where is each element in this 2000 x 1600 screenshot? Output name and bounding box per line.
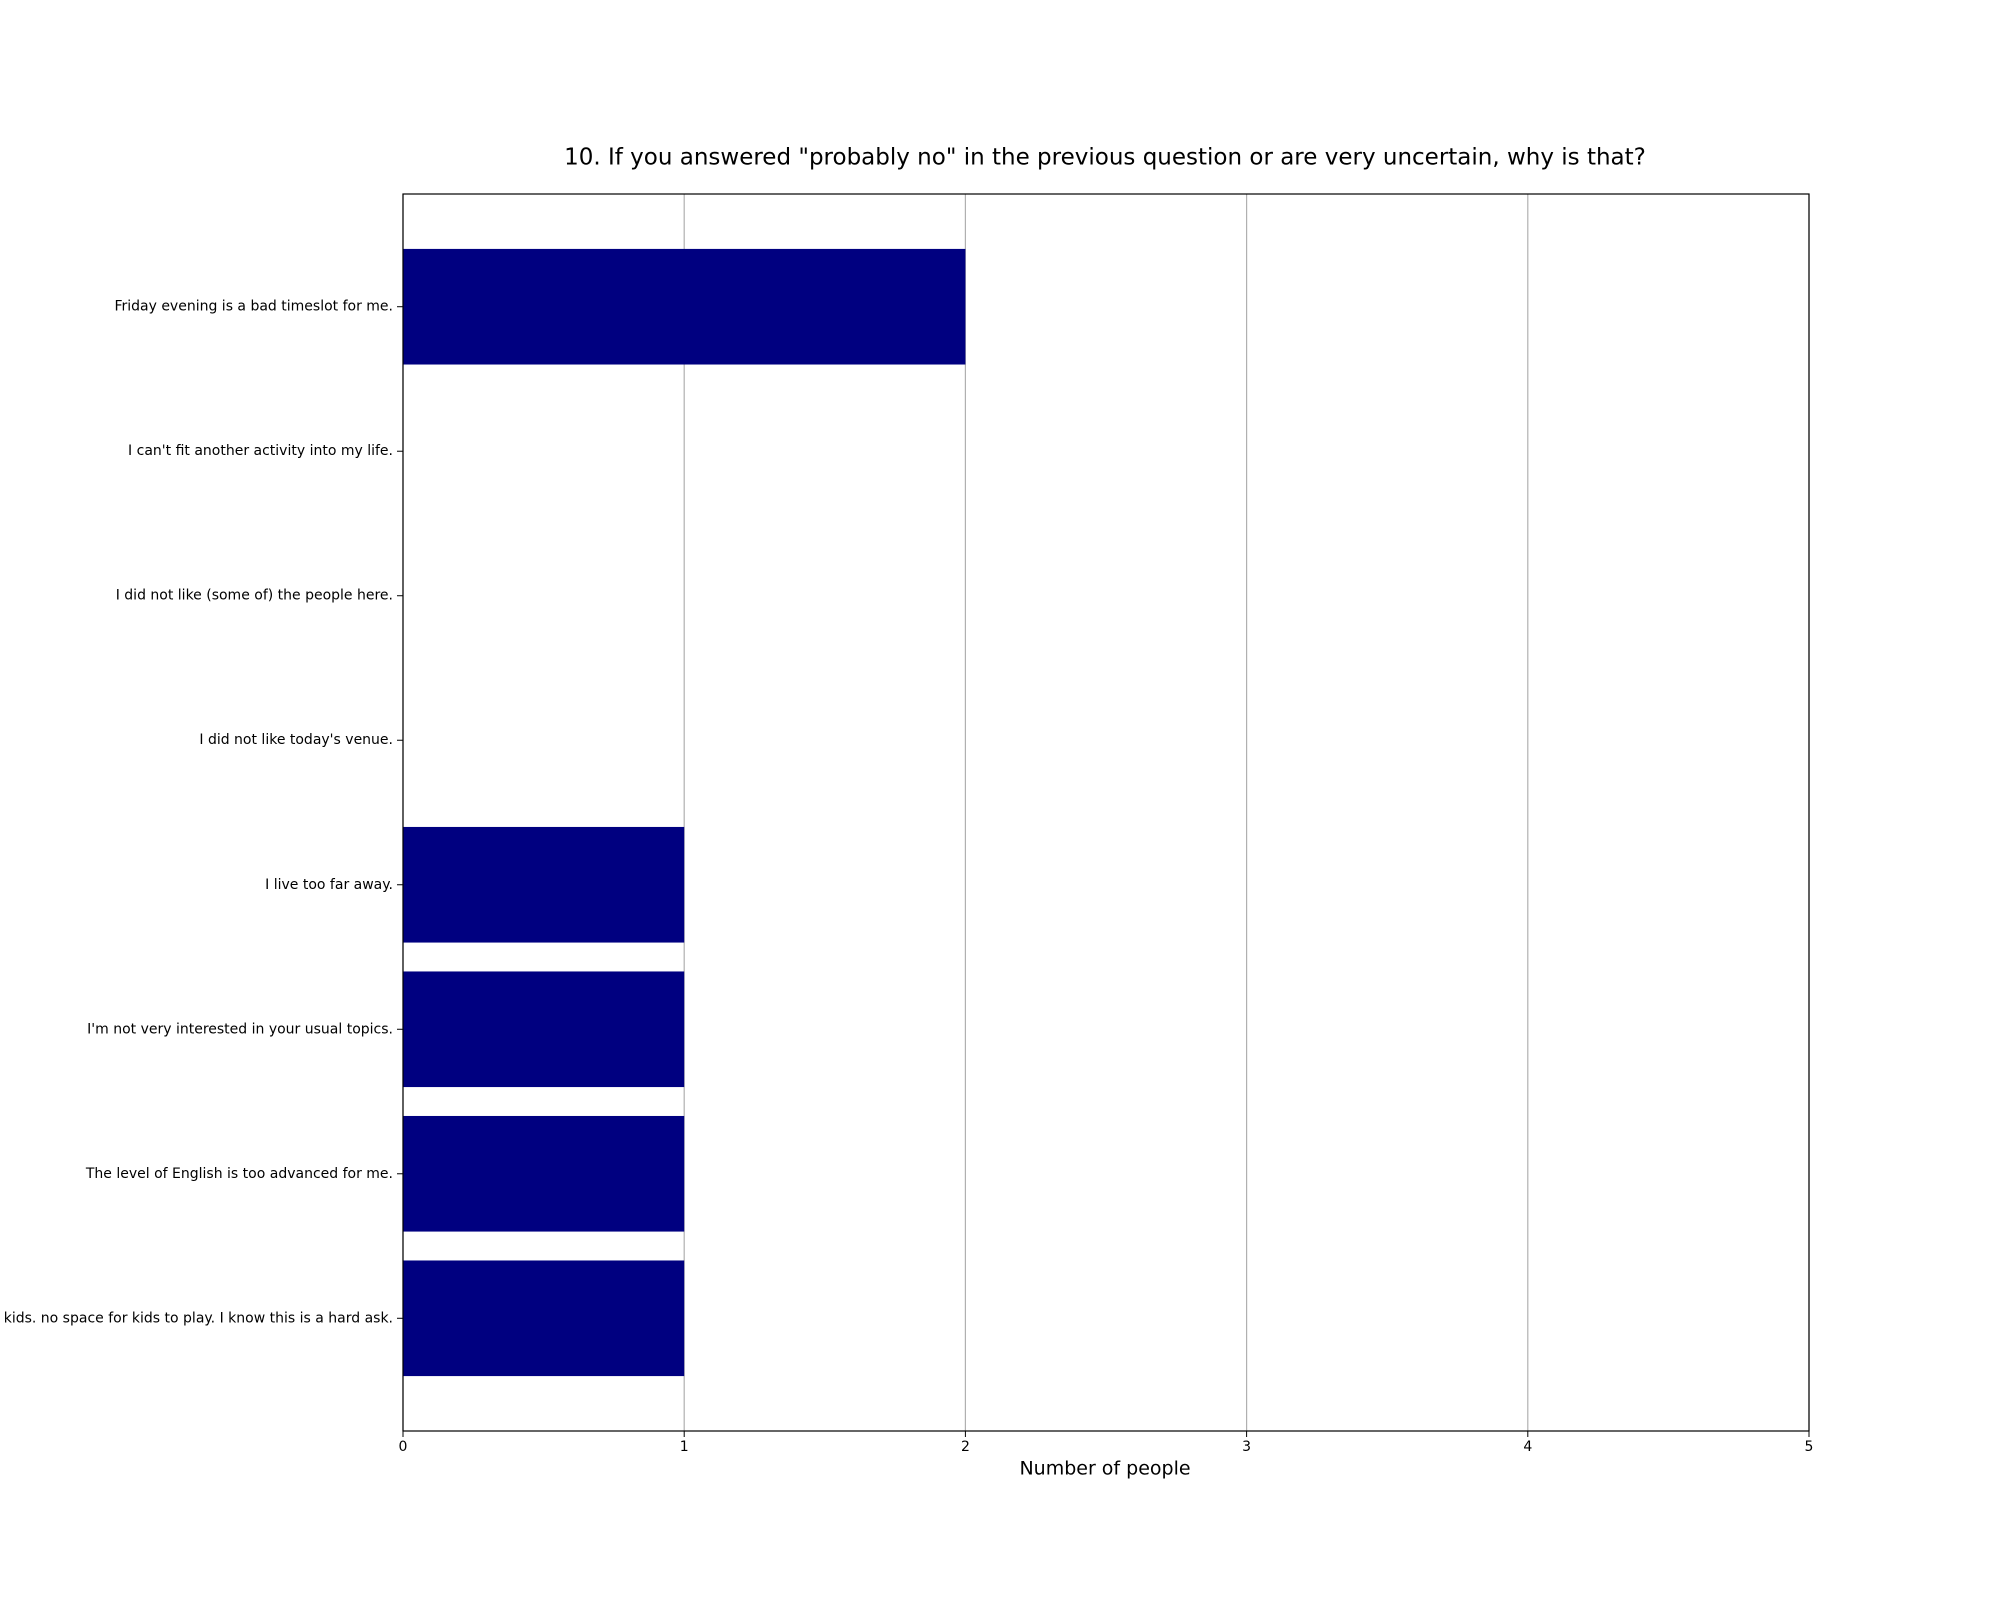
x-tick-label: 3	[1242, 1439, 1251, 1455]
y-tick-label: The level of English is too advanced for…	[85, 1166, 393, 1182]
bar	[403, 826, 685, 943]
y-tick-label: I live too far away.	[265, 877, 393, 893]
y-tick-label: I'm not very interested in your usual to…	[87, 1021, 393, 1037]
bar	[403, 1115, 685, 1232]
bar	[403, 1260, 685, 1377]
y-tick-label: Friday evening is a bad timeslot for me.	[114, 299, 393, 315]
y-tick-label: I can't fit another activity into my lif…	[128, 443, 393, 459]
x-tick-label: 0	[399, 1439, 408, 1455]
y-tick-label: I did not like today's venue.	[199, 732, 393, 748]
x-tick-label: 5	[1805, 1439, 1814, 1455]
x-tick-label: 4	[1523, 1439, 1532, 1455]
y-tick-label: I did not like (some of) the people here…	[116, 588, 393, 604]
x-axis-label: Number of people	[1019, 1458, 1190, 1480]
chart-title: 10. If you answered "probably no" in the…	[564, 145, 1646, 171]
bar	[403, 248, 966, 365]
x-tick-label: 1	[680, 1439, 689, 1455]
x-tick-label: 2	[961, 1439, 970, 1455]
y-tick-label: kids. no space for kids to play. I know …	[4, 1310, 393, 1326]
plot-frame	[402, 193, 1810, 1432]
bar	[403, 971, 685, 1088]
